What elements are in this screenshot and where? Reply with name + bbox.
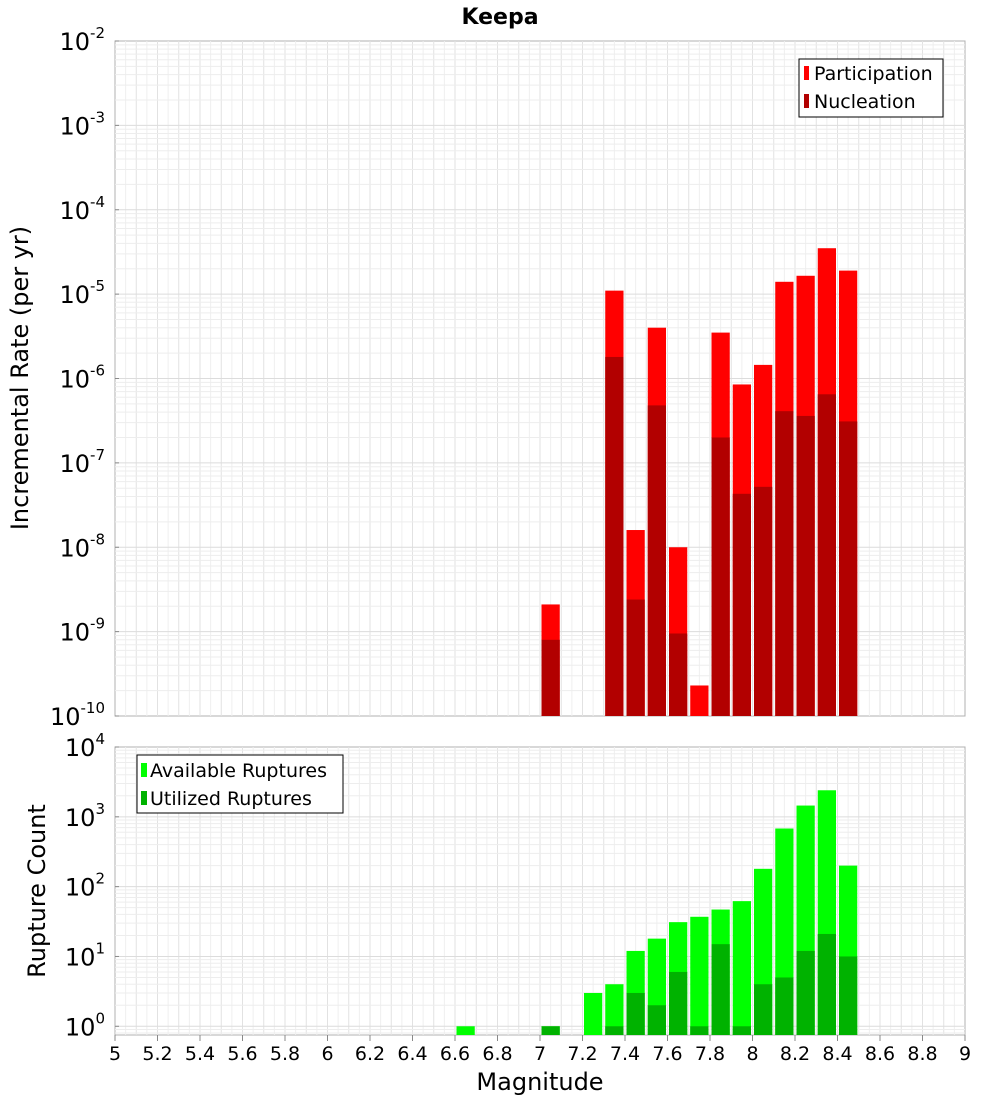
available-ruptures-bar	[456, 1026, 475, 1035]
nucleation-bar	[817, 394, 836, 716]
x-tick-label: 6.6	[440, 1043, 470, 1065]
utilized-legend-swatch	[141, 791, 147, 805]
utilized-ruptures-bar	[605, 1026, 624, 1035]
nucleation-bar	[796, 415, 815, 716]
utilized-ruptures-bar	[711, 944, 730, 1035]
x-tick-label: 7	[534, 1043, 546, 1065]
participation-legend-label: Participation	[814, 63, 933, 85]
x-tick-label: 8.4	[822, 1043, 852, 1065]
y-tick-label: 10-10	[50, 699, 105, 731]
x-tick-label: 7.8	[695, 1043, 725, 1065]
utilized-ruptures-bar	[690, 1026, 709, 1035]
nucleation-bar	[647, 405, 666, 716]
y-tick-label: 101	[65, 939, 105, 971]
x-tick-label: 7.6	[652, 1043, 682, 1065]
count-y-ticks: 104 103 102 101 100	[65, 730, 119, 1041]
rate-bars	[541, 248, 858, 717]
count-panel: 104 103 102 101 100 5 5.2 5.4 5.6 5.8 6 6.2 6.4 6.6 6…	[23, 730, 971, 1096]
y-tick-label: 10-5	[59, 277, 105, 309]
rate-y-ticks: 10-2 10-3 10-4 10-5 10-6 10-7 10-8 10-9 10-10	[50, 24, 119, 731]
count-y-axis-label: Rupture Count	[23, 804, 51, 978]
x-tick-label: 8.2	[780, 1043, 810, 1065]
y-tick-label: 10-4	[59, 193, 105, 225]
x-tick-label: 5	[109, 1043, 121, 1065]
available-ruptures-bar	[690, 916, 709, 1035]
participation-bar	[690, 685, 709, 716]
nucleation-bar	[732, 493, 751, 716]
x-tick-label: 9	[959, 1043, 971, 1065]
x-tick-label: 6.2	[355, 1043, 385, 1065]
count-legend: Available Ruptures Utilized Ruptures	[136, 754, 344, 814]
y-tick-label: 103	[65, 800, 105, 832]
count-bars	[456, 790, 858, 1035]
utilized-ruptures-bar	[732, 1026, 751, 1035]
y-tick-label: 10-9	[59, 615, 105, 647]
available-ruptures-bar	[732, 901, 751, 1035]
x-tick-label: 6.4	[397, 1043, 427, 1065]
y-tick-label: 100	[65, 1009, 105, 1041]
rate-y-axis-label: Incremental Rate (per yr)	[6, 226, 34, 530]
available-ruptures-bar	[605, 984, 624, 1035]
y-tick-label: 104	[65, 730, 105, 762]
utilized-ruptures-bar	[647, 1005, 666, 1035]
rate-panel: Keepa 10-210-310-410-510-610-710-810-910…	[6, 5, 966, 731]
utilized-ruptures-bar	[626, 992, 645, 1035]
count-legend-box	[136, 754, 344, 814]
x-tick-label: 7.4	[610, 1043, 640, 1065]
available-legend-swatch	[141, 763, 147, 777]
x-axis-label: Magnitude	[476, 1068, 603, 1096]
nucleation-legend-swatch	[804, 94, 809, 108]
nucleation-bar	[775, 411, 794, 716]
utilized-ruptures-bar	[541, 1026, 560, 1035]
utilized-ruptures-bar	[839, 956, 858, 1035]
utilized-ruptures-bar	[669, 971, 688, 1035]
x-tick-label: 5.2	[142, 1043, 172, 1065]
nucleation-bar	[605, 356, 624, 716]
x-tick-label: 6	[321, 1043, 333, 1065]
x-tick-label: 5.6	[227, 1043, 257, 1065]
nucleation-bar	[754, 486, 773, 716]
nucleation-bar	[626, 599, 645, 716]
y-tick-label: 10-2	[59, 24, 105, 56]
nucleation-bar	[541, 639, 560, 716]
x-tick-label: 8.6	[865, 1043, 895, 1065]
y-tick-label: 102	[65, 870, 105, 902]
x-tick-label: 5.8	[270, 1043, 300, 1065]
chart-title: Keepa	[461, 5, 538, 30]
x-ticks: 5 5.2 5.4 5.6 5.8 6 6.2 6.4 6.6 6.8 7 7.2 7.4 7.6 7.8 8…	[109, 1035, 971, 1065]
y-tick-label: 10-7	[59, 446, 105, 478]
x-tick-label: 8.8	[907, 1043, 937, 1065]
x-tick-label: 8	[746, 1043, 758, 1065]
available-ruptures-bar	[584, 992, 603, 1035]
nucleation-legend-label: Nucleation	[814, 91, 916, 113]
rate-legend: Participation Nucleation	[798, 58, 944, 118]
utilized-ruptures-bar	[796, 950, 815, 1035]
nucleation-bar	[669, 633, 688, 716]
rate-grid	[115, 41, 965, 716]
nucleation-bar	[711, 437, 730, 716]
utilized-ruptures-bar	[817, 933, 836, 1035]
nucleation-bar	[839, 421, 858, 716]
available-legend-label: Available Ruptures	[150, 760, 327, 782]
utilized-legend-label: Utilized Ruptures	[150, 788, 312, 810]
y-tick-label: 10-8	[59, 530, 105, 562]
utilized-ruptures-bar	[775, 977, 794, 1035]
y-tick-label: 10-3	[59, 108, 105, 140]
y-tick-label: 10-6	[59, 362, 105, 394]
x-tick-label: 5.4	[185, 1043, 215, 1065]
participation-legend-swatch	[804, 66, 809, 80]
utilized-ruptures-bar	[754, 984, 773, 1035]
rate-legend-box	[798, 58, 944, 118]
x-tick-label: 6.8	[482, 1043, 512, 1065]
x-tick-label: 7.2	[567, 1043, 597, 1065]
